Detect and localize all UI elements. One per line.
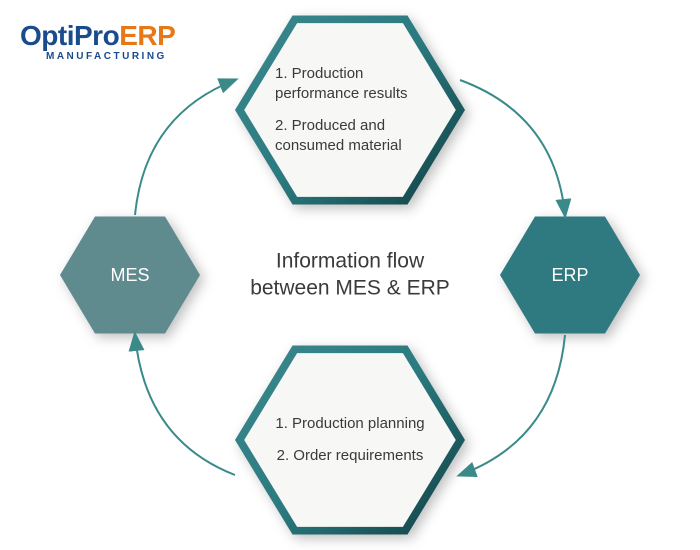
hex-top-outer: 1. Production performance results 2. Pro… [235, 5, 465, 215]
logo-text-erp: ERP [119, 20, 175, 51]
hex-top-item-2: 2. Produced and consumed material [275, 116, 425, 157]
title-line-1: Information flow [225, 248, 475, 275]
logo-text-pro: Pro [74, 20, 119, 51]
logo-main: OptiProERP [20, 22, 175, 50]
hex-erp: ERP [500, 210, 640, 340]
logo-text-opti: Opti [20, 20, 74, 51]
brand-logo: OptiProERP MANUFACTURING [20, 22, 175, 62]
hex-bottom-outer: 1. Production planning 2. Order requirem… [235, 335, 465, 545]
hex-top: 1. Production performance results 2. Pro… [235, 5, 465, 215]
diagram-title: Information flow between MES & ERP [225, 248, 475, 303]
hex-erp-label: ERP [551, 265, 588, 286]
hex-top-item-1: 1. Production performance results [275, 64, 425, 105]
hex-mes-shape: MES [60, 210, 200, 340]
hex-mes: MES [60, 210, 200, 340]
hex-top-inner: 1. Production performance results 2. Pro… [244, 13, 456, 206]
hex-erp-shape: ERP [500, 210, 640, 340]
hex-mes-label: MES [110, 265, 149, 286]
title-line-2: between MES & ERP [225, 275, 475, 302]
hex-bottom-item-2: 2. Order requirements [277, 446, 424, 466]
hex-bottom-inner: 1. Production planning 2. Order requirem… [244, 343, 456, 536]
hex-bottom: 1. Production planning 2. Order requirem… [235, 335, 465, 545]
hex-bottom-item-1: 1. Production planning [275, 414, 424, 434]
logo-subtitle: MANUFACTURING [46, 52, 175, 62]
